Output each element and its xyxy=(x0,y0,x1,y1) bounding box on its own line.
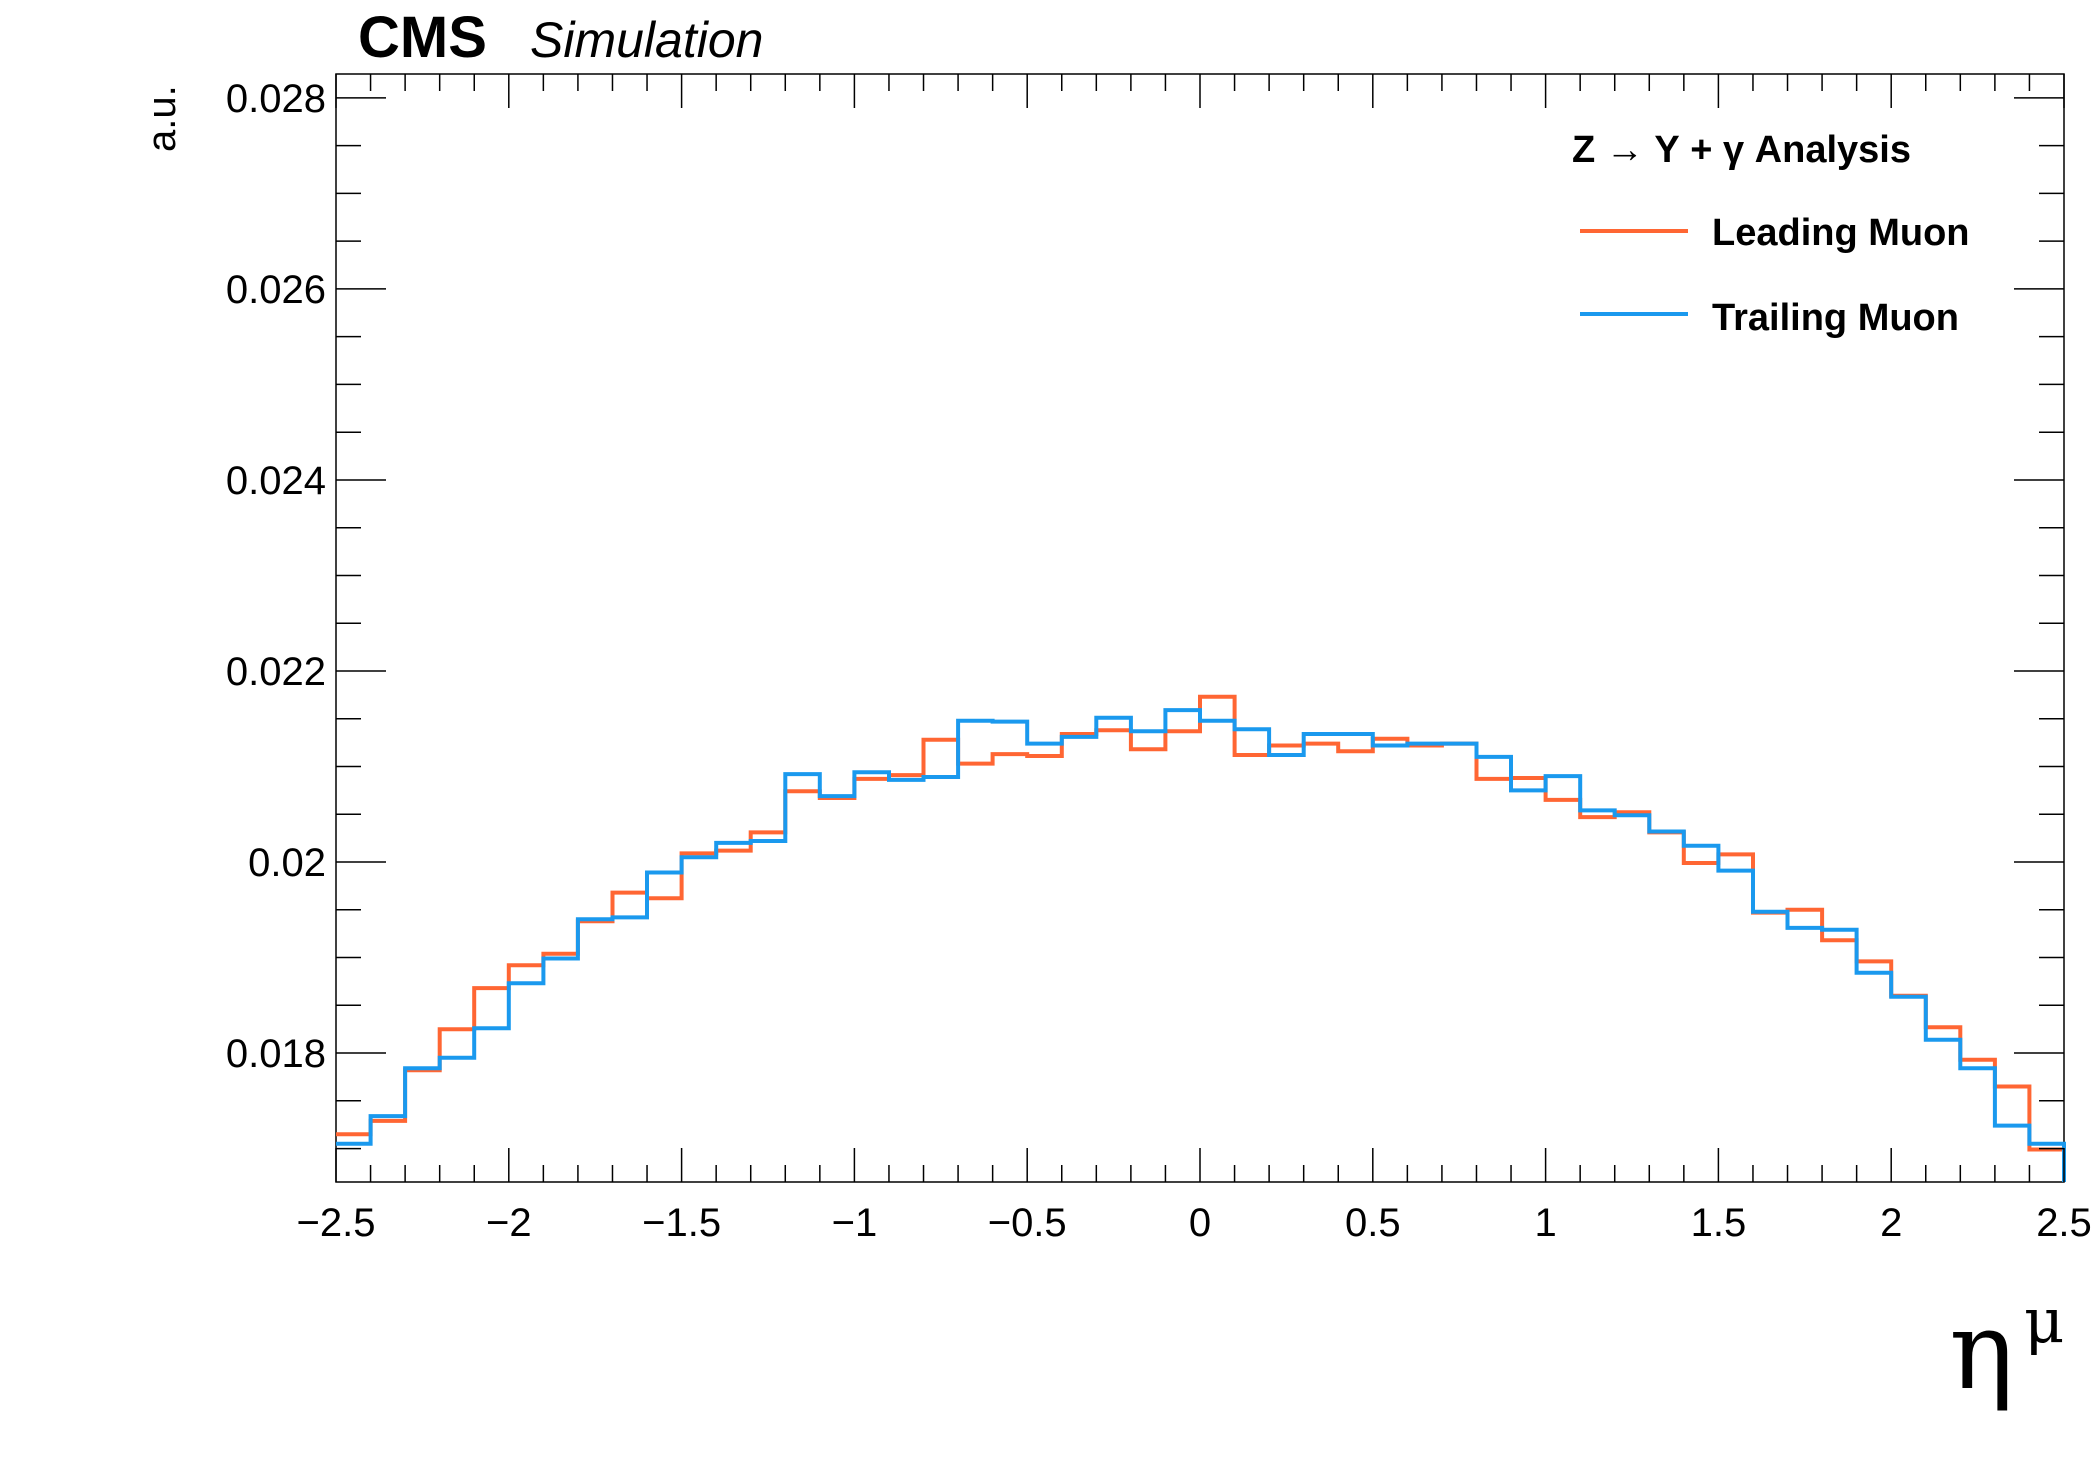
cms-label: CMS xyxy=(358,5,487,70)
simulation-label: Simulation xyxy=(530,12,763,68)
legend-title: Z → Υ + γ Analysis xyxy=(1572,129,1911,171)
axis-ticks xyxy=(335,74,2065,1182)
x-tick-label: −2 xyxy=(486,1201,532,1245)
legend-label-trailing-muon: Trailing Muon xyxy=(1712,297,1959,339)
y-tick-label: 0.018 xyxy=(226,1032,326,1076)
series-line-trailing-muon xyxy=(336,708,2066,1182)
y-tick-label: 0.024 xyxy=(226,459,326,503)
x-tick-label: 1.5 xyxy=(1691,1201,1747,1245)
legend-label-leading-muon: Leading Muon xyxy=(1712,212,1970,254)
x-tick-label: −1.5 xyxy=(642,1201,721,1245)
series-layer xyxy=(336,694,2066,1182)
y-axis-label: a.u. xyxy=(140,85,184,152)
axis-tick-labels: −2.5 −2 −1.5 −1 −0.5 0 0.5 1 1.5 2 2.5 0.018 0.02 0.0… xyxy=(226,77,2092,1245)
x-axis-label-superscript: μ xyxy=(2024,1284,2064,1357)
x-tick-label: −0.5 xyxy=(988,1201,1067,1245)
y-tick-label: 0.028 xyxy=(226,77,326,121)
x-tick-label: 0.5 xyxy=(1345,1201,1401,1245)
y-tick-label: 0.026 xyxy=(226,268,326,312)
x-axis-label: η xyxy=(1949,1289,2014,1414)
x-tick-label: −1 xyxy=(832,1201,878,1245)
x-tick-label: 2.5 xyxy=(2036,1201,2092,1245)
x-tick-label: −2.5 xyxy=(297,1201,376,1245)
y-tick-label: 0.02 xyxy=(248,841,326,885)
x-tick-label: 2 xyxy=(1880,1201,1902,1245)
x-tick-label: 1 xyxy=(1534,1201,1556,1245)
x-tick-label: 0 xyxy=(1189,1201,1211,1245)
x-axis-label-main: η xyxy=(1949,1289,2014,1414)
legend: Z → Υ + γ Analysis Leading Muon Trailing… xyxy=(1572,129,1970,339)
y-tick-label: 0.022 xyxy=(226,650,326,694)
